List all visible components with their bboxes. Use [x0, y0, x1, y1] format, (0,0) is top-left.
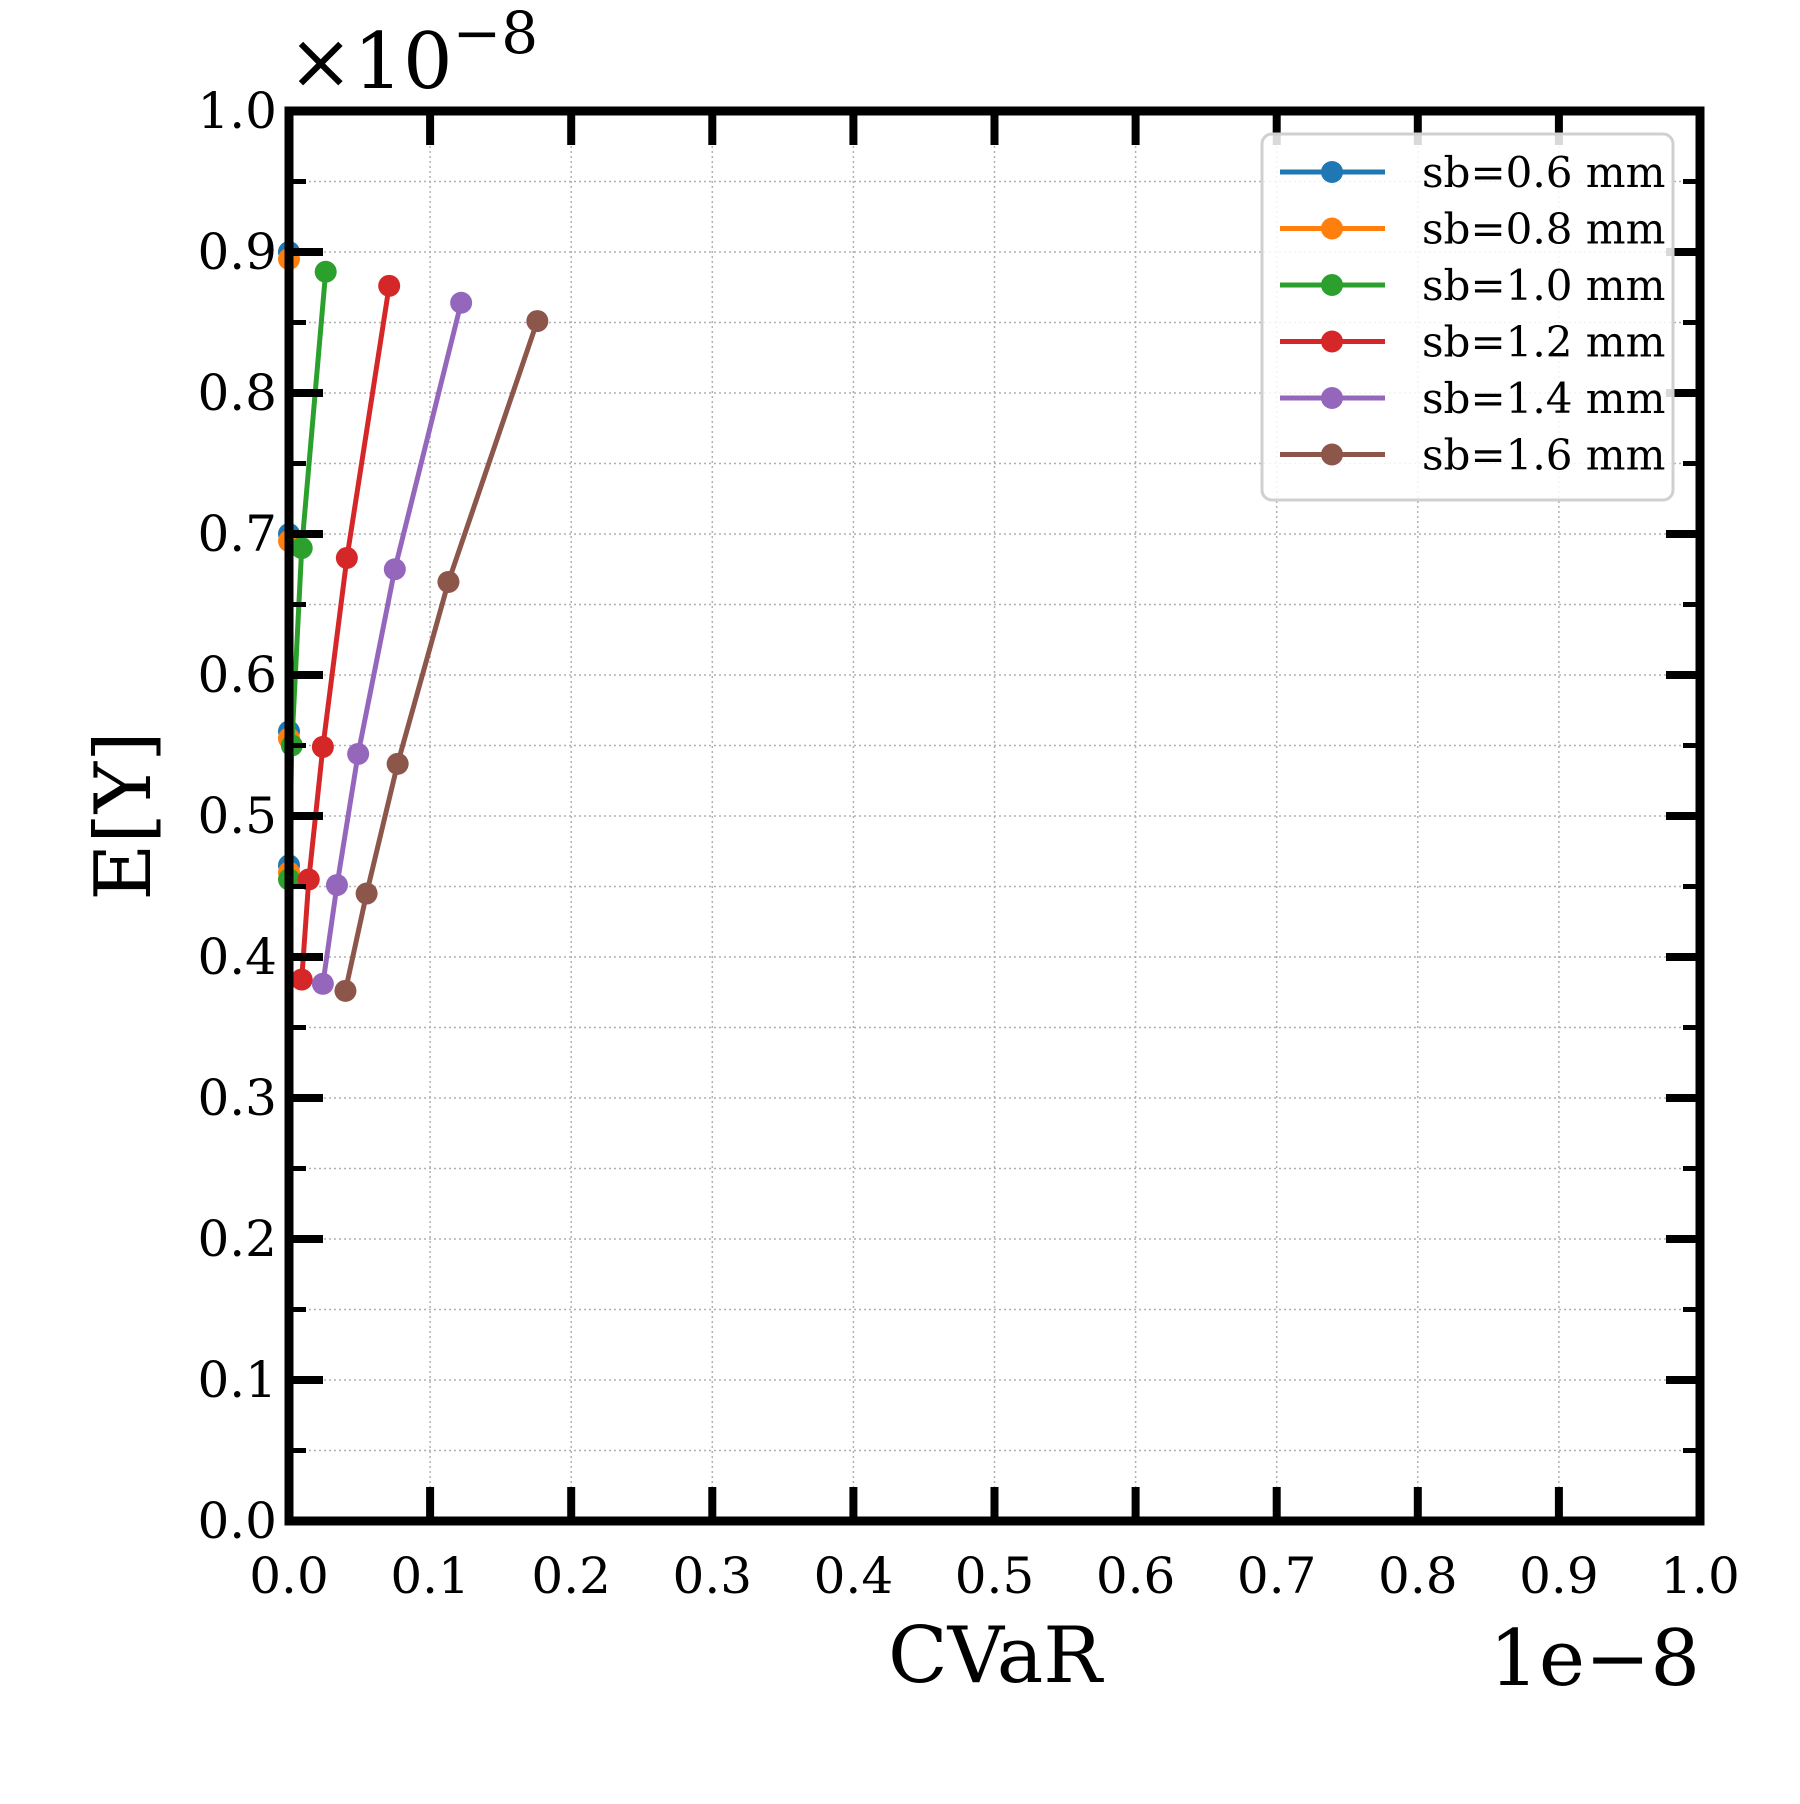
- legend-marker: [1321, 443, 1343, 466]
- y-tick-label: 0.9: [197, 223, 277, 281]
- x-offset-label: 1e−8: [1489, 1614, 1700, 1704]
- tick-label-layer: 0.00.0 0.1 0.1 0.2 0.2 0.3 0.3 0.4 0.4 0.5 0.5 0.6 0…: [197, 82, 1739, 1605]
- x-tick-label: 0.6: [1096, 1547, 1176, 1605]
- legend-entries: sb=0.6 mm sb=0.8 mm sb=1.0 mm sb=1.2 mm sb=1…: [1280, 148, 1665, 480]
- legend-label: sb=1.2 mm: [1422, 318, 1665, 367]
- x-tick-label: 0.4: [814, 1547, 894, 1605]
- y-offset-exponent: −8: [453, 0, 539, 67]
- data-point: [314, 260, 337, 283]
- legend-marker: [1321, 217, 1343, 240]
- data-point: [386, 752, 409, 775]
- series-6: [334, 310, 549, 1002]
- x-tick-label: 0.7: [1237, 1547, 1317, 1605]
- y-tick-label: 0.5: [197, 787, 277, 845]
- data-point: [311, 972, 334, 995]
- y-tick-label: 0.4: [197, 928, 277, 986]
- y-tick-label: 0.6: [197, 646, 277, 704]
- y-tick-label: 0.7: [197, 505, 277, 563]
- data-point: [355, 882, 378, 905]
- legend-marker: [1321, 330, 1343, 353]
- x-tick-label: 0.8: [1378, 1547, 1458, 1605]
- data-point: [347, 742, 370, 765]
- x-tick-label: 0.2: [531, 1547, 611, 1605]
- x-tick-label: 0.3: [673, 1547, 753, 1605]
- legend-box: [1260, 132, 1675, 502]
- legend-marker: [1321, 387, 1343, 409]
- data-point: [335, 546, 358, 569]
- legend-label: sb=1.0 mm: [1422, 261, 1665, 310]
- series-4: [290, 274, 401, 991]
- legend-marker: [1321, 161, 1343, 183]
- legend-marker: [1321, 274, 1343, 296]
- x-tick-label: 0.1: [390, 1547, 470, 1605]
- legend-label: sb=1.4 mm: [1422, 374, 1665, 423]
- y-axis-title: E[Y]: [79, 731, 169, 900]
- y-tick-label: 0.0: [197, 1492, 277, 1550]
- plot-frame: [284, 106, 1705, 1526]
- legend-label: sb=0.8 mm: [1422, 205, 1665, 254]
- legend-label: sb=0.6 mm: [1422, 148, 1665, 197]
- x-tick-label: 0.5: [955, 1547, 1035, 1605]
- data-point: [383, 558, 406, 581]
- data-point: [437, 570, 460, 593]
- x-axis-title: CVaR: [888, 1611, 1104, 1701]
- legend-label: sb=1.6 mm: [1422, 431, 1665, 480]
- data-point: [526, 310, 549, 333]
- legend: sb=0.6 mm sb=0.8 mm sb=1.0 mm sb=1.2 mm sb=1…: [1260, 132, 1675, 502]
- series-layer: [278, 241, 549, 1002]
- y-offset-base: ×10: [288, 17, 453, 107]
- data-point: [311, 735, 334, 758]
- data-point: [378, 274, 401, 297]
- series-5: [311, 291, 473, 995]
- x-tick-label: 0.0: [249, 1547, 329, 1605]
- y-tick-label: 0.1: [197, 1351, 277, 1409]
- y-tick-label: 0.3: [197, 1069, 277, 1127]
- y-tick-label: 0.8: [197, 364, 277, 422]
- x-tick-label: 0.9: [1519, 1547, 1599, 1605]
- data-point: [325, 874, 348, 897]
- data-point: [334, 979, 357, 1002]
- grid-layer: [288, 110, 1701, 1522]
- x-tick-label: 1.0: [1660, 1547, 1740, 1605]
- y-offset-label: ×10−8: [288, 0, 538, 107]
- data-point: [450, 291, 473, 314]
- data-point: [290, 968, 313, 991]
- y-tick-label: 0.2: [197, 1210, 277, 1268]
- data-point: [290, 537, 313, 560]
- y-tick-label: 1.0: [197, 82, 277, 140]
